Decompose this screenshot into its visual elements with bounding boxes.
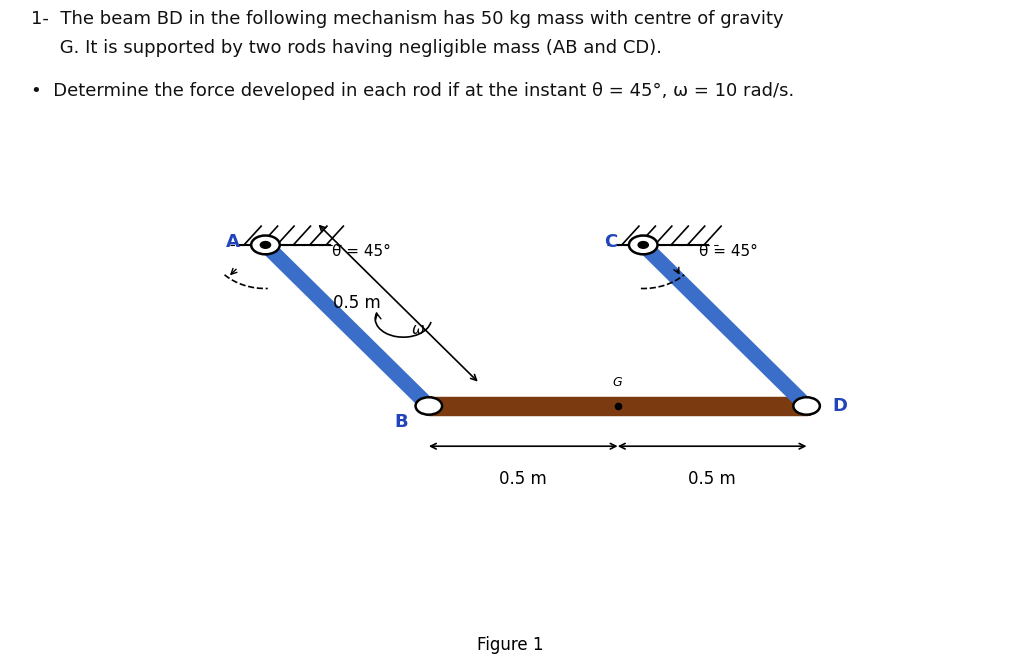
Text: 0.5 m: 0.5 m xyxy=(499,470,547,488)
Text: A: A xyxy=(226,233,240,250)
Text: G: G xyxy=(613,376,623,389)
Text: θ = 45°: θ = 45° xyxy=(332,244,391,259)
Text: D: D xyxy=(832,397,847,415)
Circle shape xyxy=(638,242,648,248)
Circle shape xyxy=(416,397,442,415)
Text: 0.5 m: 0.5 m xyxy=(688,470,736,488)
Text: 1-  The beam BD in the following mechanism has 50 kg mass with centre of gravity: 1- The beam BD in the following mechanis… xyxy=(31,10,783,28)
Circle shape xyxy=(793,397,820,415)
Text: G. It is supported by two rods having negligible mass (AB and CD).: G. It is supported by two rods having ne… xyxy=(31,39,662,57)
Text: •  Determine the force developed in each rod if at the instant θ = 45°, ω = 10 r: • Determine the force developed in each … xyxy=(31,82,794,100)
Text: Figure 1: Figure 1 xyxy=(477,636,544,654)
Text: ω: ω xyxy=(411,322,424,337)
Circle shape xyxy=(629,236,658,254)
Text: C: C xyxy=(604,233,618,250)
Circle shape xyxy=(260,242,271,248)
Circle shape xyxy=(251,236,280,254)
Text: 0.5 m: 0.5 m xyxy=(334,294,381,312)
Text: B: B xyxy=(395,413,408,431)
Text: θ = 45°: θ = 45° xyxy=(699,244,759,259)
